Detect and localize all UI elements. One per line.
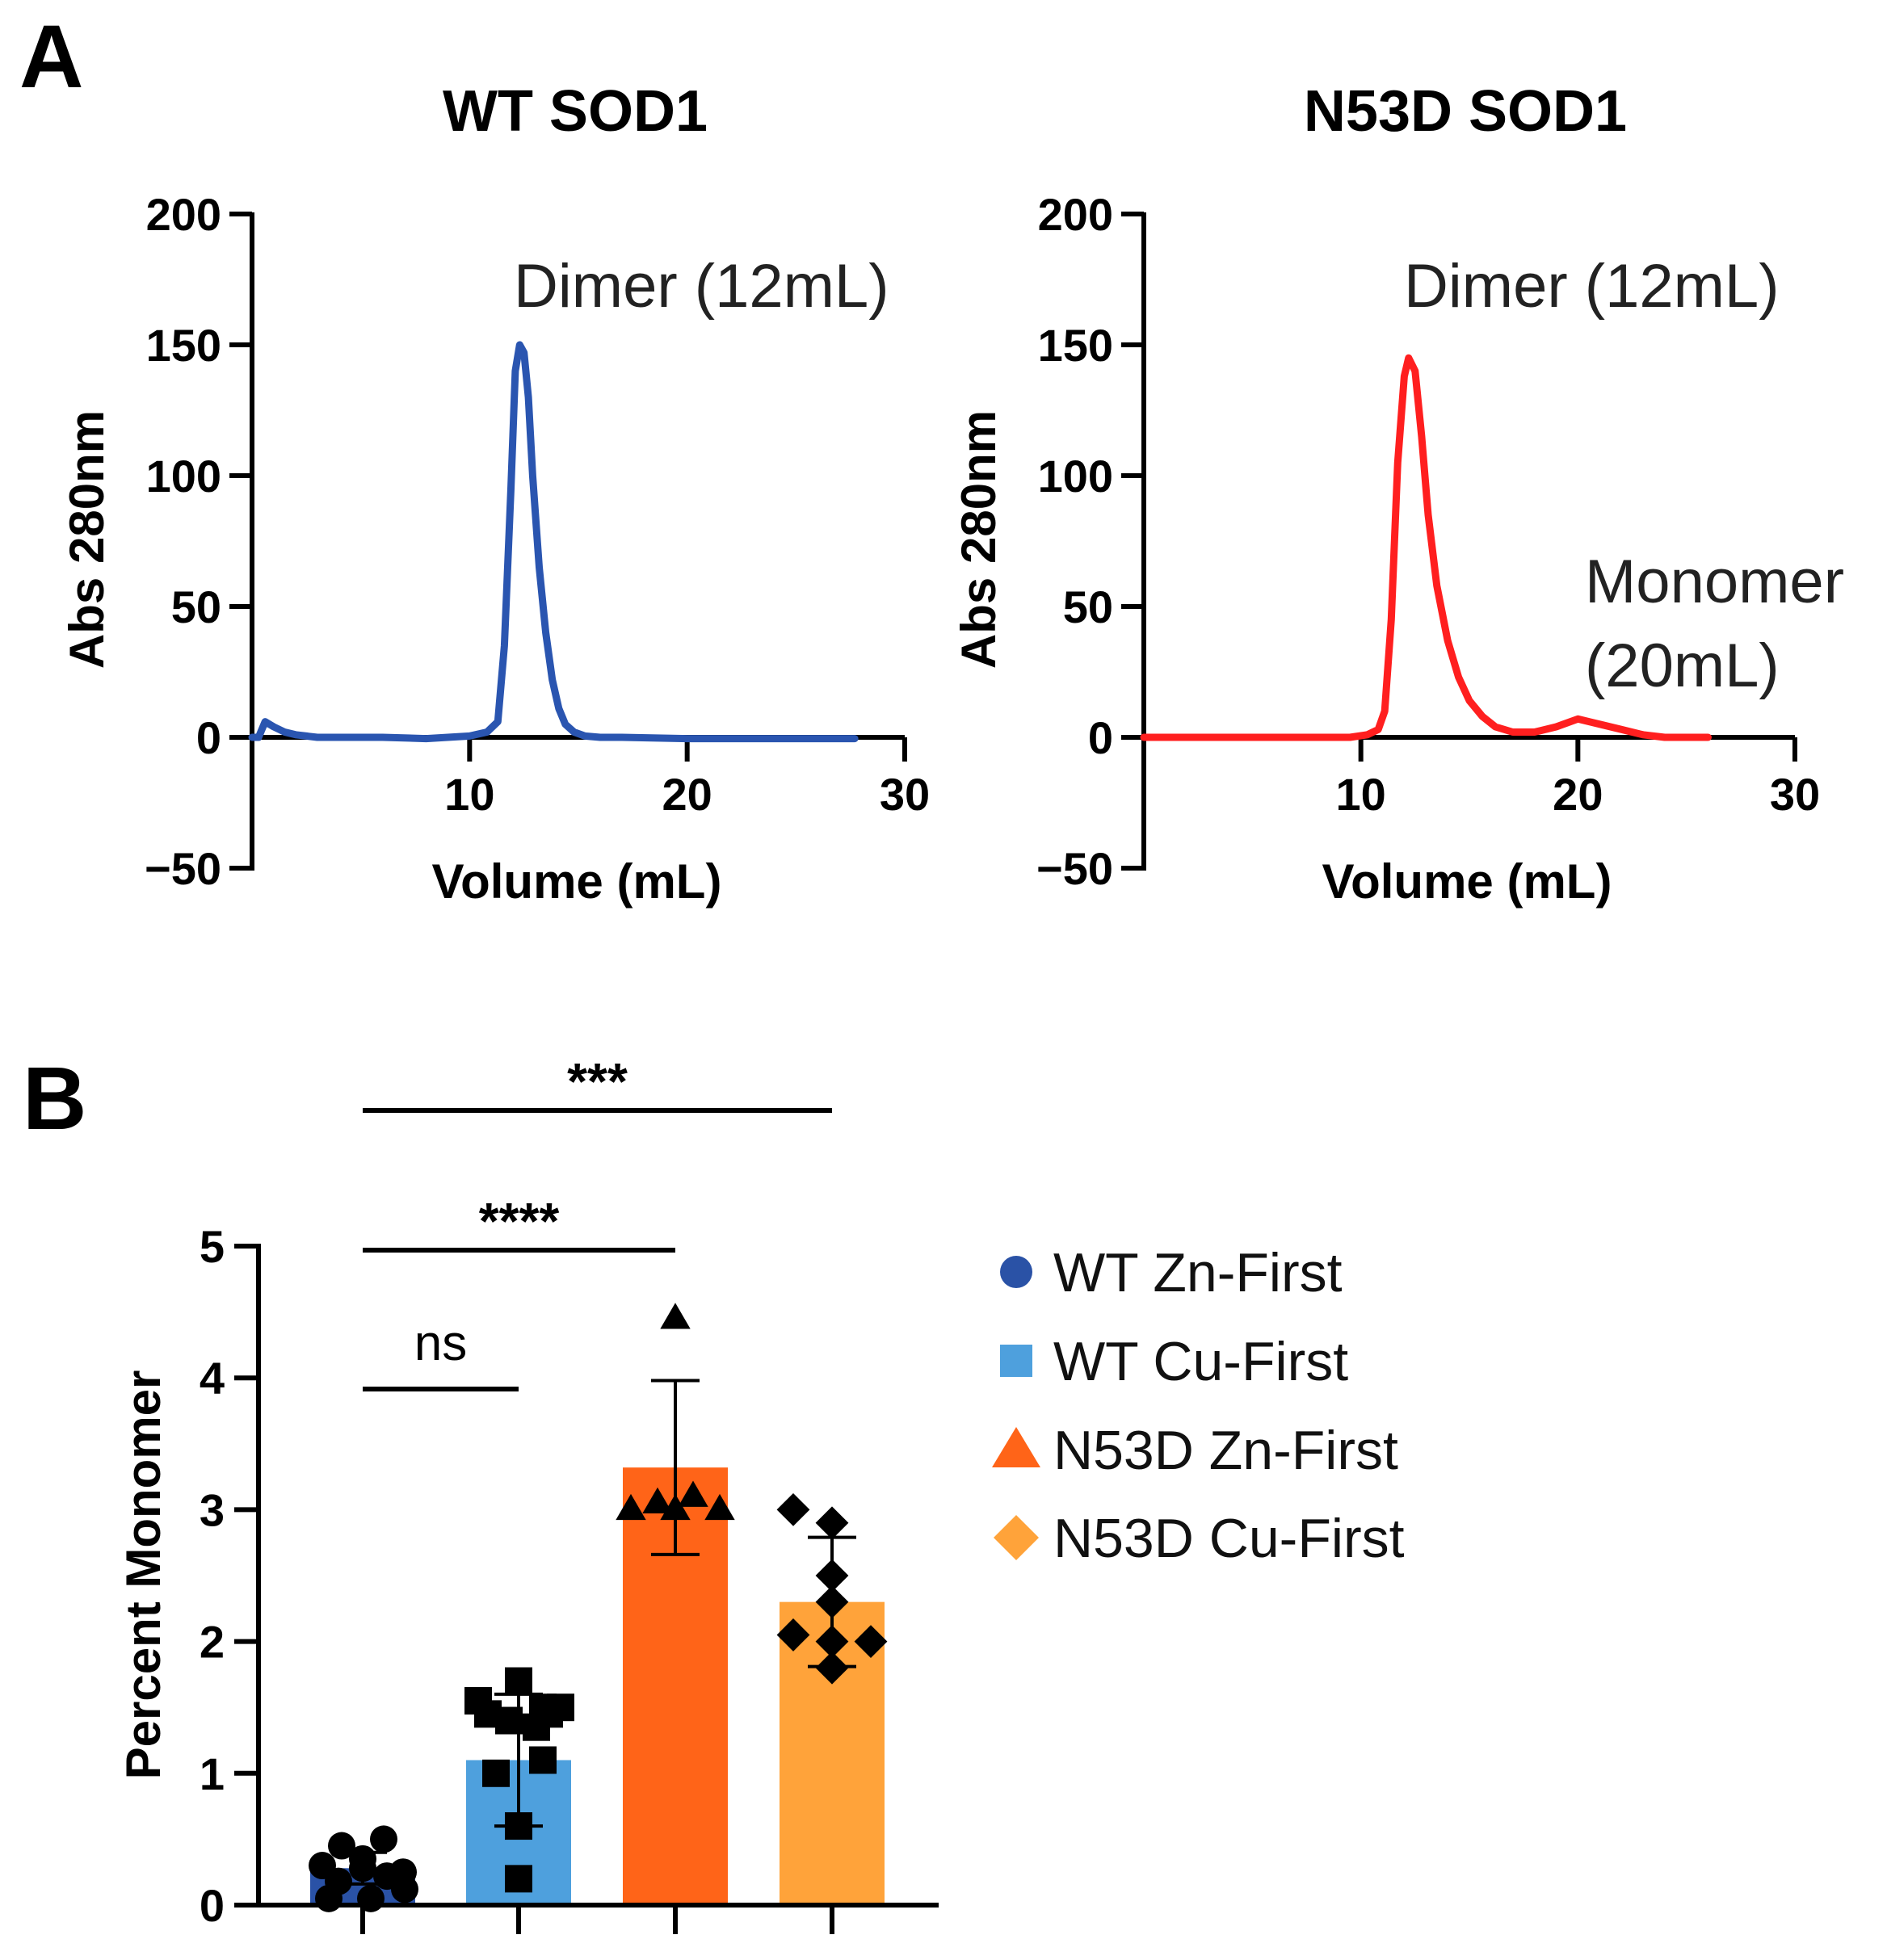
significance-label: **** — [479, 1192, 560, 1250]
chart2-x-tick-label: 10 — [1336, 769, 1386, 820]
chart2-title: N53D SOD1 — [1304, 79, 1627, 144]
data-point-circle — [391, 1875, 418, 1903]
chart2-y-tick-label: 150 — [1038, 320, 1113, 371]
chart1-dimer-annotation: Dimer (12mL) — [514, 252, 889, 321]
chart2-y-axis-label: Abs 280nm — [952, 410, 1006, 669]
data-point-square — [523, 1713, 550, 1741]
chart1-title: WT SOD1 — [443, 79, 708, 144]
data-point-triangle — [642, 1487, 673, 1513]
chart3-y-tick-label: 4 — [200, 1353, 225, 1404]
legend-label: WT Zn-First — [1053, 1242, 1343, 1303]
chart3-y-tick-label: 5 — [200, 1221, 225, 1272]
legend-label: N53D Cu-First — [1053, 1508, 1405, 1569]
chart2-y-tick-label: 100 — [1038, 451, 1113, 502]
chart1-x-tick-label: 30 — [880, 769, 930, 820]
wt-sod1-chromatogram: WT SOD1 Abs 280nm Volume (mL) 2001501005… — [60, 79, 930, 909]
chart2-y-tick-label: 0 — [1088, 712, 1113, 763]
data-point-diamond — [776, 1618, 810, 1652]
chart2-series-line — [1140, 354, 1712, 741]
chart2-y-tick-label: −50 — [1036, 843, 1113, 894]
data-point-triangle — [704, 1493, 735, 1521]
data-point-square — [482, 1759, 510, 1787]
legend-label: WT Cu-First — [1053, 1331, 1348, 1392]
data-point-square — [505, 1667, 532, 1695]
legend-marker-triangle — [992, 1427, 1040, 1467]
chart2-x-tick-label: 30 — [1770, 769, 1820, 820]
chart2-x-tick-label: 20 — [1553, 769, 1603, 820]
legend-marker-circle — [1000, 1256, 1032, 1288]
data-point-triangle — [616, 1493, 646, 1521]
chart1-y-axis-label: Abs 280nm — [60, 410, 114, 669]
chart1-x-tick-label: 20 — [662, 769, 712, 820]
chart3-y-tick-label: 3 — [200, 1484, 225, 1535]
chart3-y-axis-label: Percent Monomer — [116, 1370, 170, 1780]
panel-b-letter: B — [23, 1049, 86, 1148]
data-point-diamond — [815, 1651, 849, 1685]
chart2-monomer-volume-annotation: (20mL) — [1585, 632, 1780, 700]
data-point-diamond — [815, 1506, 849, 1540]
chart2-x-axis-label: Volume (mL) — [1322, 854, 1612, 909]
chart1-y-tick-label: 200 — [146, 189, 221, 240]
data-point-diamond — [815, 1585, 849, 1619]
chart2-y-tick-label: 50 — [1063, 581, 1113, 632]
data-point-square — [505, 1865, 532, 1893]
legend-marker-square — [1000, 1345, 1032, 1377]
data-point-triangle — [660, 1493, 691, 1521]
data-point-square — [529, 1746, 557, 1774]
data-point-square — [495, 1706, 523, 1735]
significance-label: *** — [567, 1052, 628, 1110]
chart1-y-tick-label: −50 — [145, 843, 221, 894]
chart1-y-tick-label: 50 — [171, 581, 221, 632]
data-point-diamond — [815, 1559, 849, 1593]
chart1-y-tick-label: 0 — [196, 712, 221, 763]
data-point-triangle — [660, 1303, 691, 1329]
chart1-series-line — [248, 341, 859, 743]
data-point-diamond — [854, 1625, 888, 1658]
chart3-y-tick-label: 1 — [200, 1748, 225, 1799]
data-point-circle — [349, 1854, 376, 1882]
chart2-dimer-annotation: Dimer (12mL) — [1404, 252, 1780, 321]
chart2-monomer-annotation: Monomer — [1585, 548, 1844, 616]
legend-label: N53D Zn-First — [1053, 1420, 1398, 1481]
panel-a-letter: A — [19, 7, 83, 107]
significance-label: ns — [414, 1316, 467, 1371]
n53d-sod1-chromatogram: N53D SOD1 Abs 280nm Volume (mL) 20015010… — [952, 79, 1844, 909]
data-point-circle — [370, 1825, 397, 1853]
data-point-circle — [328, 1832, 355, 1860]
data-point-circle — [315, 1884, 343, 1912]
chart1-y-tick-label: 150 — [146, 320, 221, 371]
chart3-y-tick-label: 0 — [200, 1880, 225, 1931]
legend-marker-diamond — [994, 1515, 1039, 1560]
data-point-diamond — [776, 1493, 810, 1526]
chart1-x-axis-label: Volume (mL) — [432, 854, 722, 909]
data-point-square — [505, 1812, 532, 1840]
chart3-legend: WT Zn-First WT Cu-First N53D Zn-First N53D … — [992, 1242, 1405, 1569]
chart1-x-tick-label: 10 — [444, 769, 494, 820]
chart3-y-tick-label: 2 — [200, 1617, 225, 1668]
chart2-y-tick-label: 200 — [1038, 189, 1113, 240]
data-point-triangle — [678, 1480, 708, 1507]
data-point-diamond — [815, 1625, 849, 1658]
chart1-y-tick-label: 100 — [146, 451, 221, 502]
